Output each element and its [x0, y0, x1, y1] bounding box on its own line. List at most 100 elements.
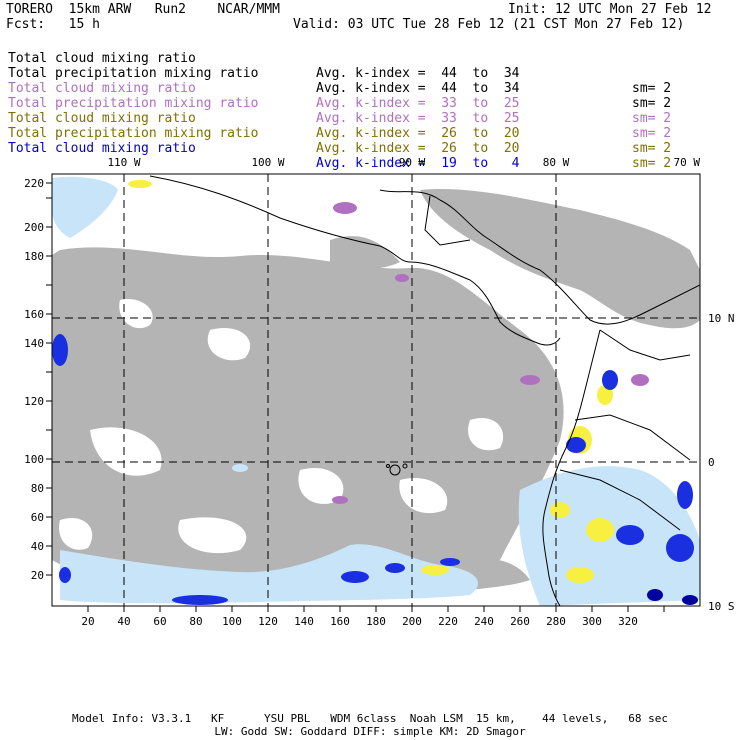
x-tick-label: 40 — [117, 615, 130, 628]
x-tick-label: 200 — [402, 615, 422, 628]
x-tick-label: 280 — [546, 615, 566, 628]
legend-sm: sm= 2 — [632, 141, 672, 156]
lightblue-patch — [60, 544, 479, 604]
blue-patch — [172, 595, 228, 605]
blue-patch — [666, 534, 694, 562]
x-tick-label: 240 — [474, 615, 494, 628]
lon-label-top: 80 W — [543, 156, 570, 169]
legend-field: Total cloud mixing ratio — [8, 141, 196, 156]
legend-kindex: Avg. k-index = 26 to 20 — [316, 126, 520, 141]
lon-label-top: 110 W — [107, 156, 140, 169]
cloud-area — [420, 189, 700, 329]
blue-patch — [385, 563, 405, 573]
cloud-hole — [178, 517, 247, 554]
y-tick-label: 200 — [24, 221, 44, 234]
init-time: Init: 12 UTC Mon 27 Feb 12 — [508, 2, 712, 17]
yellow-patch — [128, 180, 152, 188]
yellow-patch — [597, 385, 613, 405]
legend-row: Total cloud mixing ratio Avg. k-index = … — [0, 96, 740, 156]
lon-label-top: 100 W — [251, 156, 284, 169]
footer-physics-info: LW: Godd SW: Goddard DIFF: simple KM: 2D… — [214, 725, 526, 738]
y-tick-label: 100 — [24, 453, 44, 466]
blue-patches — [52, 334, 698, 605]
legend-sm: sm= 2 — [632, 111, 672, 126]
cloud-hole — [399, 478, 448, 514]
country-border — [559, 469, 681, 531]
legend-row: Total cloud mixing ratio Avg. k-index = … — [0, 126, 740, 171]
lon-label-top: 70 W — [674, 156, 701, 169]
x-tick-label: 60 — [153, 615, 166, 628]
y-tick-label: 60 — [31, 511, 44, 524]
legend-kindex: Avg. k-index = 33 to 25 — [316, 96, 520, 111]
forecast-hour: Fcst: 15 h — [6, 17, 100, 32]
legend-field: Total cloud mixing ratio — [8, 51, 196, 66]
coastline-caribbean — [539, 269, 700, 325]
purple-patch — [631, 374, 649, 386]
cloud-hole — [90, 427, 162, 476]
yellow-patches — [128, 180, 614, 583]
cloud-hole — [119, 299, 153, 329]
legend-field: Total cloud mixing ratio — [8, 81, 196, 96]
title-left: TORERO 15km ARW Run2 NCAR/MMM — [6, 2, 280, 17]
cloud-hole — [59, 518, 93, 550]
field-layer — [52, 174, 700, 606]
legend-row: Total cloud mixing ratio Avg. k-index = … — [0, 36, 740, 96]
x-tick-label: 300 — [582, 615, 602, 628]
legend-sm: sm= 2 — [632, 81, 672, 96]
x-tick-label: 220 — [438, 615, 458, 628]
yellow-patch — [550, 502, 570, 518]
blue-patch — [59, 567, 71, 583]
legend-field: Total precipitation mixing ratio — [8, 96, 259, 111]
purple-patch — [333, 202, 357, 214]
valid-time: Valid: 03 UTC Tue 28 Feb 12 (21 CST Mon … — [293, 17, 685, 32]
legend-kindex: Avg. k-index = 44 to 34 — [316, 66, 520, 81]
lightblue-patch — [232, 464, 248, 472]
blue-patch — [682, 595, 698, 605]
galapagos-island — [389, 464, 401, 476]
y-tick-label: 80 — [31, 482, 44, 495]
y-tick-label: 220 — [24, 177, 44, 190]
footer-model-info: Model Info: V3.3.1 KF YSU PBL WDM 6class… — [71, 712, 669, 725]
x-tick-label: 180 — [366, 615, 386, 628]
lon-label-top: 90 W — [399, 156, 426, 169]
cloud-hole — [298, 468, 344, 504]
x-tick-label: 100 — [222, 615, 242, 628]
coastline-central-america — [409, 261, 561, 346]
axis-ticks-bottom — [87, 606, 665, 612]
latlon-grid — [52, 174, 700, 606]
x-tick-label: 260 — [510, 615, 530, 628]
legend-row: Total precipitation mixing ratio Avg. k-… — [0, 51, 740, 111]
y-tick-label: 160 — [24, 308, 44, 321]
country-border — [424, 195, 471, 246]
blue-patch — [647, 589, 663, 601]
country-border — [599, 329, 691, 361]
legend-row: Total precipitation mixing ratio Avg. k-… — [0, 81, 740, 141]
legend-sm: sm= 2 — [632, 96, 672, 111]
lat-label-right: 10 S — [708, 600, 735, 613]
yellow-patch — [586, 518, 614, 542]
cloud-hole — [468, 418, 504, 451]
country-border — [574, 414, 691, 461]
blue-patch — [566, 437, 586, 453]
y-tick-label: 20 — [31, 569, 44, 582]
y-tick-label: 40 — [31, 540, 44, 553]
lat-label-right: 0 — [708, 456, 715, 469]
cloud-area — [330, 236, 400, 269]
blue-patch — [52, 334, 68, 366]
x-tick-label: 80 — [189, 615, 202, 628]
blue-patch — [440, 558, 460, 566]
blue-patch — [602, 370, 618, 390]
y-tick-label: 140 — [24, 337, 44, 350]
cloud-hole — [207, 328, 251, 361]
legend-kindex: Avg. k-index = 26 to 20 — [316, 141, 520, 156]
y-tick-label: 120 — [24, 395, 44, 408]
legend-row: Total cloud mixing ratio Avg. k-index = … — [0, 66, 740, 126]
galapagos-island — [386, 464, 390, 468]
lat-label-right: 10 N — [708, 312, 735, 325]
blue-patch — [677, 481, 693, 509]
cloud-holes — [59, 299, 504, 554]
purple-patch — [520, 375, 540, 385]
x-tick-label: 20 — [81, 615, 94, 628]
purple-patch — [332, 496, 348, 504]
